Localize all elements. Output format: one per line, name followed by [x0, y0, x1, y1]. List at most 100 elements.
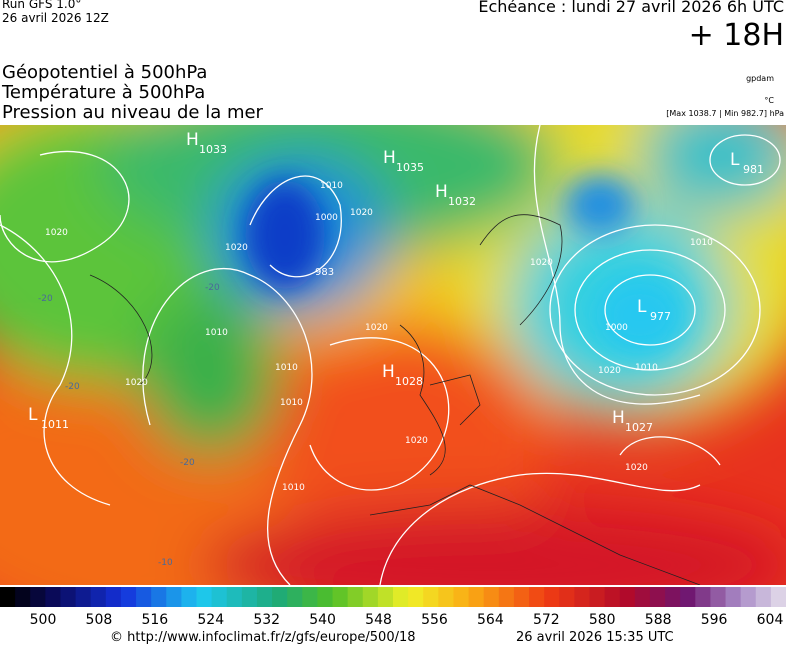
colorbar-label: 548 — [365, 612, 392, 628]
colorbar-swatch — [166, 587, 182, 607]
colorbar-swatch — [196, 587, 213, 607]
colorbar-swatch — [438, 587, 454, 607]
center-value: 1033 — [199, 143, 227, 156]
colorbar-swatch — [755, 587, 772, 607]
valid-time: Echéance : lundi 27 avril 2026 6h UTC — [478, 0, 784, 16]
center-kind: L — [637, 297, 647, 317]
title-1: Géopotentiel à 500hPa — [2, 62, 208, 83]
colorbar-swatch — [408, 587, 424, 607]
colorbar-swatch — [15, 587, 31, 607]
center-value: 977 — [650, 310, 671, 323]
colorbar-label: 524 — [197, 612, 224, 628]
center-kind: L — [28, 405, 38, 425]
colorbar-swatch — [256, 587, 273, 607]
lead-time: + 18H — [688, 18, 784, 53]
colorbar-label: 564 — [477, 612, 504, 628]
colorbar-swatch — [695, 587, 711, 607]
coastlines — [89, 214, 701, 585]
colorbar-swatch — [0, 587, 16, 607]
unit-geo: gpdam — [746, 74, 774, 83]
colorbar-label: 516 — [141, 612, 168, 628]
isobar-label: 1000 — [315, 213, 338, 223]
colorbar-swatch — [710, 587, 727, 607]
temperature-field — [0, 125, 786, 585]
unit-temp: °C — [764, 96, 774, 105]
isobar-label: 1020 — [45, 228, 68, 238]
colorbar-swatch — [619, 587, 636, 607]
colorbar-swatch — [120, 587, 137, 607]
colorbar-label: 556 — [421, 612, 448, 628]
colorbar-swatch — [136, 587, 152, 607]
colorbar-swatch — [151, 587, 167, 607]
extremes: [Max 1038.7 | Min 982.7] hPa — [666, 109, 784, 118]
center-kind: H — [435, 182, 448, 202]
colorbar-swatch — [181, 587, 197, 607]
colorbar-swatch — [634, 587, 651, 607]
colorbar-label: 588 — [645, 612, 672, 628]
colorbar-label: 508 — [86, 612, 113, 628]
colorbar-swatch — [362, 587, 379, 607]
colorbar-swatch — [725, 587, 742, 607]
colorbar-swatch — [589, 587, 606, 607]
temperature-label: -20 — [180, 458, 195, 468]
isobar-label: 1010 — [320, 181, 343, 191]
temperature-label: -10 — [158, 558, 173, 568]
colorbar-label: 572 — [533, 612, 560, 628]
center-kind: L — [730, 150, 740, 170]
colorbar-label: 580 — [589, 612, 616, 628]
isobar-label: 1020 — [598, 366, 621, 376]
center-kind: H — [186, 130, 199, 150]
colorbar-swatch — [45, 587, 61, 607]
isobar-label: 1020 — [125, 378, 148, 388]
isobar-label: 1000 — [605, 323, 628, 333]
colorbar-swatch — [498, 587, 515, 607]
colorbar-swatch — [468, 587, 485, 607]
isobar-label: 1010 — [690, 238, 713, 248]
colorbar-swatch — [740, 587, 757, 607]
colorbar-swatch — [332, 587, 349, 607]
run: Run GFS 1.0° — [2, 0, 82, 11]
colorbar-swatch — [770, 587, 786, 607]
colorbar-swatch — [604, 587, 621, 607]
isobars — [0, 125, 781, 585]
small-center-value: 983 — [315, 267, 334, 278]
center-value: 981 — [743, 163, 764, 176]
colorbar-swatch — [272, 587, 288, 607]
colorbar-swatch — [105, 587, 122, 607]
colorbar-swatch — [453, 587, 470, 607]
run-date: 26 avril 2026 12Z — [2, 11, 109, 25]
center-value: 1028 — [395, 375, 423, 388]
colorbar-swatch — [665, 587, 681, 607]
isobar-label: 1020 — [625, 463, 648, 473]
colorbar-swatch — [302, 587, 318, 607]
center-kind: H — [383, 148, 396, 168]
isobar-label: 1020 — [405, 436, 428, 446]
isobar-label: 1010 — [635, 363, 658, 373]
colorbar-swatch — [513, 587, 530, 607]
colorbar-swatch — [680, 587, 696, 607]
colorbar-swatch — [347, 587, 364, 607]
colorbar-swatch — [287, 587, 303, 607]
colorbar-swatch — [90, 587, 107, 607]
colorbar-label: 604 — [757, 612, 784, 628]
center-value: 1027 — [625, 421, 653, 434]
colorbar-swatch — [559, 587, 575, 607]
isobar-label: 1010 — [275, 363, 298, 373]
colorbar-label: 500 — [30, 612, 57, 628]
footer-url: © http://www.infoclimat.fr/z/gfs/europe/… — [110, 630, 416, 645]
colorbar-swatch — [574, 587, 590, 607]
temperature-label: -20 — [205, 283, 220, 293]
title-3: Pression au niveau de la mer — [2, 102, 263, 123]
colorbar — [0, 587, 786, 607]
isobar-label: 1010 — [282, 483, 305, 493]
colorbar-swatch — [75, 587, 92, 607]
colorbar-swatch — [483, 587, 500, 607]
footer-timestamp: 26 avril 2026 15:35 UTC — [516, 630, 674, 645]
colorbar-swatch — [226, 587, 243, 607]
colorbar-label: 540 — [309, 612, 336, 628]
colorbar-label: 532 — [253, 612, 280, 628]
center-value: 1032 — [448, 195, 476, 208]
colorbar-swatch — [241, 587, 258, 607]
temperature-label: -20 — [38, 294, 53, 304]
